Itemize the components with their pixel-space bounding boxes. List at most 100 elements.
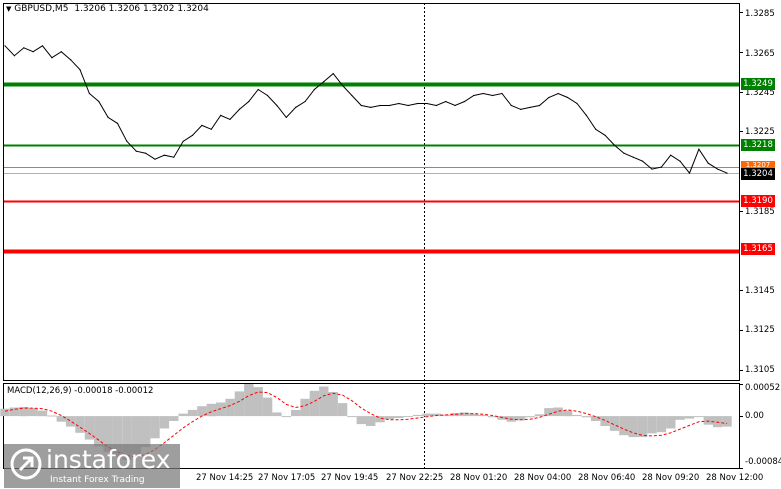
time-label: 28 Nov 09:20 xyxy=(642,473,700,483)
price-point xyxy=(248,100,250,103)
macd-histogram-bar xyxy=(553,407,563,417)
macd-histogram-bar xyxy=(675,416,685,420)
macd-title: MACD(12,26,9) -0.00018 -0.00012 xyxy=(7,386,154,396)
price-point xyxy=(726,172,728,174)
macd-histogram-bar xyxy=(28,408,38,417)
price-point xyxy=(651,168,653,170)
price-point xyxy=(445,100,447,103)
macd-layer xyxy=(0,384,732,460)
macd-histogram-bar xyxy=(722,416,732,427)
price-point xyxy=(116,122,119,124)
price-tick: 1.3225 xyxy=(745,127,775,137)
macd-histogram-bar xyxy=(469,413,479,417)
price-point xyxy=(492,94,494,97)
macd-histogram-bar xyxy=(394,416,404,418)
price-tick: 1.3145 xyxy=(745,286,775,296)
price-point xyxy=(323,81,325,83)
price-tick: 1.3185 xyxy=(745,207,775,217)
macd-histogram-bar xyxy=(572,414,582,417)
price-point xyxy=(576,102,578,105)
macd-histogram-bar xyxy=(309,390,320,417)
price-point xyxy=(632,156,634,158)
price-point xyxy=(351,94,353,97)
macd-histogram-bar xyxy=(291,409,301,417)
price-point xyxy=(557,92,559,95)
price-point xyxy=(370,106,372,108)
macd-histogram-bar xyxy=(647,416,657,434)
price-point xyxy=(417,102,419,105)
price-point xyxy=(154,158,156,160)
price-point xyxy=(88,92,90,95)
macd-histogram-bar xyxy=(609,416,620,431)
price-point xyxy=(473,94,475,97)
macd-histogram-bar xyxy=(637,416,648,438)
macd-histogram-bar xyxy=(591,416,601,421)
macd-histogram-bar xyxy=(281,416,291,418)
macd-histogram-bar xyxy=(47,415,57,417)
macd-histogram-bar xyxy=(497,416,507,420)
macd-histogram-bar xyxy=(103,416,113,452)
macd-histogram-bar xyxy=(525,416,535,418)
price-point xyxy=(501,92,503,95)
price-tick: 1.3285 xyxy=(745,9,775,19)
price-point xyxy=(107,116,109,118)
macd-histogram-bar xyxy=(684,416,695,419)
macd-histogram-bar xyxy=(141,416,151,447)
macd-histogram-bar xyxy=(478,414,488,417)
macd-histogram-bar xyxy=(384,416,395,420)
symbol-dropdown-icon[interactable]: ▼ xyxy=(6,5,12,13)
macd-histogram-bar xyxy=(619,416,629,436)
macd-histogram-bar xyxy=(366,416,376,426)
watermark-tagline: Instant Forex Trading xyxy=(50,475,145,485)
time-label: 27 Nov 14:25 xyxy=(196,473,254,483)
macd-histogram-bar xyxy=(412,414,423,417)
price-point xyxy=(135,150,137,152)
macd-histogram-bar xyxy=(112,416,123,457)
time-label: 28 Nov 06:40 xyxy=(578,473,636,483)
watermark-brand: instaforex xyxy=(46,445,171,474)
macd-histogram-bar xyxy=(75,416,85,433)
level-tag-1-3249: 1.3249 xyxy=(741,78,775,90)
price-point xyxy=(698,148,700,150)
price-point xyxy=(257,88,259,91)
macd-histogram-bar xyxy=(94,416,104,447)
macd-histogram-bar xyxy=(159,416,170,429)
price-point xyxy=(529,106,531,108)
macd-histogram-bar xyxy=(431,413,441,417)
price-point xyxy=(332,73,334,75)
price-point xyxy=(360,104,362,107)
macd-histogram-bar xyxy=(56,416,66,422)
price-line xyxy=(4,45,728,175)
macd-histogram-bar xyxy=(450,413,460,417)
price-point xyxy=(707,162,709,164)
price-point xyxy=(126,140,128,142)
price-point xyxy=(538,104,541,107)
ohlc-values: 1.3206 1.3206 1.3202 1.3204 xyxy=(74,4,209,14)
macd-histogram-bar xyxy=(300,398,310,417)
price-point xyxy=(463,100,466,103)
macd-histogram-bar xyxy=(459,412,470,417)
macd-histogram-bar xyxy=(328,392,338,417)
price-point xyxy=(642,160,644,162)
macd-histogram-bar xyxy=(187,409,198,417)
levels-layer xyxy=(4,82,739,254)
macd-histogram-bar xyxy=(319,386,329,417)
price-chart-frame xyxy=(3,3,740,381)
price-point xyxy=(388,104,390,107)
macd-histogram-bar xyxy=(628,416,638,438)
time-label: 27 Nov 17:05 xyxy=(258,473,316,483)
macd-histogram-bar xyxy=(600,416,610,426)
price-point xyxy=(13,55,15,57)
instaforex-logo-icon xyxy=(10,448,42,480)
price-point xyxy=(285,116,287,118)
price-point xyxy=(342,85,344,87)
price-point xyxy=(426,102,428,105)
macd-histogram-bar xyxy=(403,416,413,418)
instaforex-watermark: instaforex Instant Forex Trading xyxy=(4,444,180,488)
price-point xyxy=(173,156,175,158)
price-point xyxy=(201,124,203,126)
macd-histogram-bar xyxy=(19,406,29,417)
price-tick: 1.3105 xyxy=(745,365,775,375)
